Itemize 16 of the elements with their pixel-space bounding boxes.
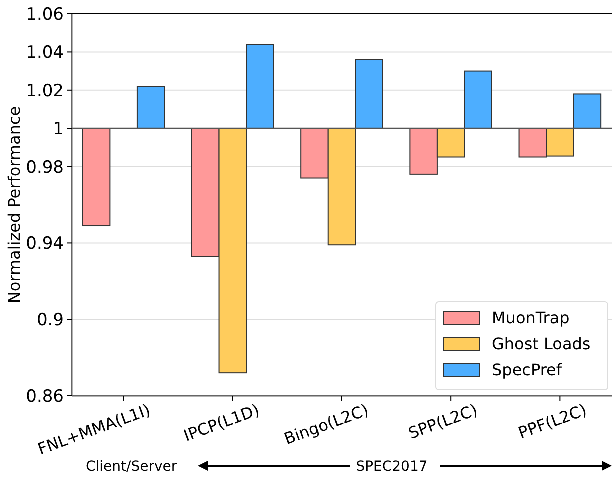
bar <box>136 86 166 130</box>
y-tick-label: 1.02 <box>26 81 64 102</box>
y-tick-label: 0.86 <box>26 386 64 407</box>
legend-label: Ghost Loads <box>492 334 591 354</box>
y-axis-title: Normalized Performance <box>5 106 24 304</box>
text: Client/Server <box>86 458 178 475</box>
y-tick-label: 1.04 <box>26 43 64 64</box>
y-tick-label: 0.94 <box>26 234 64 254</box>
legend-label: SpecPref <box>492 360 562 380</box>
legend-label: MuonTrap <box>492 308 570 328</box>
text: SPEC2017 <box>356 458 428 475</box>
y-tick-label: 0.9 <box>36 310 64 331</box>
y-tick-label: 1 <box>53 120 64 140</box>
bar <box>82 128 111 227</box>
y-tick-label: 0.98 <box>26 158 64 178</box>
y-tick-label: 1.06 <box>26 4 64 25</box>
